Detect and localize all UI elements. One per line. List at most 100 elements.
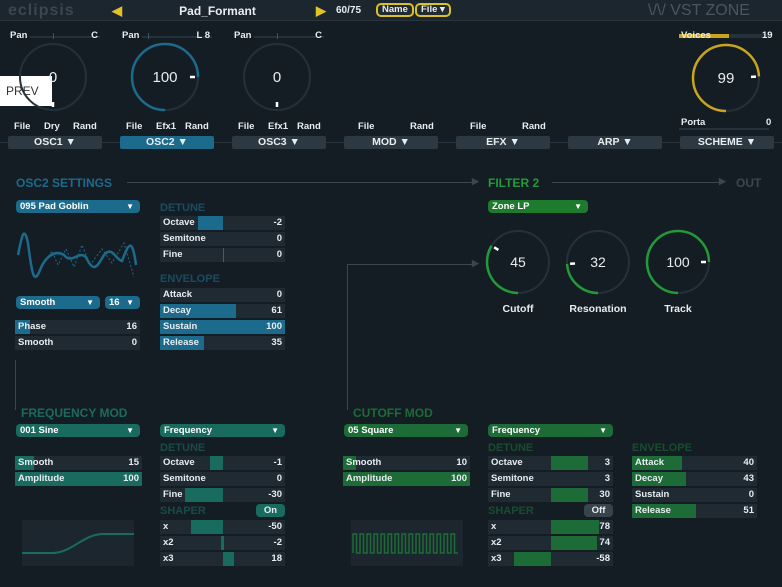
file-button[interactable]: File ▾ xyxy=(415,3,451,17)
osc-waveform-display xyxy=(16,232,138,278)
param-label: x3 xyxy=(491,553,502,564)
osc2-file-button[interactable]: File xyxy=(126,121,143,132)
param-semitone[interactable]: Semitone 3 xyxy=(488,472,613,486)
osc1-dry-button[interactable]: Dry xyxy=(44,121,60,132)
param-x2[interactable]: x2 74 xyxy=(488,536,613,550)
param-semitone[interactable]: Semitone 0 xyxy=(160,472,285,486)
tab-efx[interactable]: EFX ▼ xyxy=(456,136,550,149)
osc1-rand-button[interactable]: Rand xyxy=(73,121,97,132)
filter-type-dropdown[interactable]: Zone LP ▼ xyxy=(488,200,588,213)
param-octave[interactable]: Octave -1 xyxy=(160,456,285,470)
param-smooth[interactable]: Smooth 0 xyxy=(15,336,140,350)
freq-mod-target-dropdown[interactable]: Frequency ▼ xyxy=(160,424,285,437)
tab-osc1[interactable]: OSC1 ▼ xyxy=(8,136,102,149)
porta-slider[interactable] xyxy=(679,128,769,130)
pan-slider[interactable] xyxy=(30,36,100,38)
track-knob[interactable]: 100 xyxy=(643,227,713,297)
osc1-file-button[interactable]: File xyxy=(14,121,31,132)
osc2-efx1-button[interactable]: Efx1 xyxy=(156,121,177,132)
param-release[interactable]: Release 35 xyxy=(160,336,285,350)
param-phase[interactable]: Phase 16 xyxy=(15,320,140,334)
knob-svg[interactable]: 0 xyxy=(237,37,317,117)
knob-ring xyxy=(243,43,311,111)
param-value: 3 xyxy=(604,457,610,468)
param-decay[interactable]: Decay 61 xyxy=(160,304,285,318)
param-attack[interactable]: Attack 40 xyxy=(632,456,757,470)
param-x3[interactable]: x3 18 xyxy=(160,552,285,566)
efx-rand-button[interactable]: Rand xyxy=(522,121,546,132)
osc2-rand-button[interactable]: Rand xyxy=(185,121,209,132)
param-sustain[interactable]: Sustain 100 xyxy=(160,320,285,334)
resonation-knob[interactable]: 32 xyxy=(563,227,633,297)
mod-rand-button[interactable]: Rand xyxy=(410,121,434,132)
signal-line xyxy=(347,264,475,265)
osc-mode-dropdown[interactable]: Smooth ▼ xyxy=(16,296,100,309)
param-fine[interactable]: Fine -30 xyxy=(160,488,285,502)
pan-handle[interactable] xyxy=(148,33,150,39)
voices-slider[interactable] xyxy=(679,34,769,38)
param-x[interactable]: x -50 xyxy=(160,520,285,534)
pan-handle[interactable] xyxy=(277,33,278,39)
voices-knob[interactable]: 99 xyxy=(688,40,764,116)
pan-label: Pan xyxy=(234,30,252,41)
pan-slider[interactable] xyxy=(254,36,324,38)
osc3-efx1-button[interactable]: Efx1 xyxy=(268,121,289,132)
param-release[interactable]: Release 51 xyxy=(632,504,757,518)
cutoff-mod-shaper-toggle[interactable]: Off xyxy=(584,504,613,517)
param-fine[interactable]: Fine 30 xyxy=(488,488,613,502)
logo: eclipsis xyxy=(8,2,75,19)
param-amplitude[interactable]: Amplitude 100 xyxy=(15,472,142,486)
param-value: 30 xyxy=(599,489,610,500)
osc3-rand-button[interactable]: Rand xyxy=(297,121,321,132)
cutoff-mod-shaper-title: SHAPER xyxy=(488,505,534,517)
param-sustain[interactable]: Sustain 0 xyxy=(632,488,757,502)
param-decay[interactable]: Decay 43 xyxy=(632,472,757,486)
prev-preset-icon[interactable]: ◀ xyxy=(112,3,122,18)
tab-osc3[interactable]: OSC3 ▼ xyxy=(232,136,326,149)
filter-title: FILTER 2 xyxy=(488,176,540,190)
param-smooth[interactable]: Smooth 15 xyxy=(15,456,142,470)
param-smooth[interactable]: Smooth 10 xyxy=(343,456,470,470)
pan-label: Pan xyxy=(122,30,140,41)
freq-mod-shaper-toggle[interactable]: On xyxy=(256,504,285,517)
cutoff-knob[interactable]: 45 xyxy=(483,227,553,297)
name-button[interactable]: Name xyxy=(376,3,414,17)
tab-arp[interactable]: ARP ▼ xyxy=(568,136,662,149)
param-amplitude[interactable]: Amplitude 100 xyxy=(343,472,470,486)
center-marker xyxy=(222,536,224,550)
pan-handle[interactable] xyxy=(53,33,54,39)
param-fine[interactable]: Fine 0 xyxy=(160,248,285,262)
freq-mod-wave-dropdown[interactable]: 001 Sine ▼ xyxy=(16,424,140,437)
param-x[interactable]: x 78 xyxy=(488,520,613,534)
cutoff-mod-target-dropdown[interactable]: Frequency ▼ xyxy=(488,424,613,437)
param-semitone[interactable]: Semitone 0 xyxy=(160,232,285,246)
knob-svg[interactable]: 100 xyxy=(125,37,205,117)
tab-osc2[interactable]: OSC2 ▼ xyxy=(120,136,214,149)
next-preset-icon[interactable]: ▶ xyxy=(316,3,326,18)
param-label: Release xyxy=(163,337,199,348)
tab-scheme[interactable]: SCHEME ▼ xyxy=(680,136,774,149)
knob-svg[interactable]: 0 xyxy=(13,37,93,117)
tab-mod[interactable]: MOD ▼ xyxy=(344,136,438,149)
porta-value: 0 xyxy=(766,117,772,128)
param-x2[interactable]: x2 -2 xyxy=(160,536,285,550)
efx-file-button[interactable]: File xyxy=(470,121,487,132)
param-fill xyxy=(343,456,356,470)
param-label: Attack xyxy=(635,457,665,468)
param-octave[interactable]: Octave 3 xyxy=(488,456,613,470)
param-x3[interactable]: x3 -58 xyxy=(488,552,613,566)
voices-label: Voices xyxy=(681,30,711,41)
param-attack[interactable]: Attack 0 xyxy=(160,288,285,302)
osc-steps-dropdown[interactable]: 16 ▼ xyxy=(105,296,140,309)
osc-wave-dropdown[interactable]: 095 Pad Goblin ▼ xyxy=(16,200,140,213)
cutoff-mod-wave-dropdown[interactable]: 05 Square ▼ xyxy=(344,424,468,437)
param-octave[interactable]: Octave -2 xyxy=(160,216,285,230)
preset-name[interactable]: Pad_Formant xyxy=(179,4,256,18)
chevron-down-icon: ▼ xyxy=(271,426,279,435)
mod-file-button[interactable]: File xyxy=(358,121,375,132)
param-label: Fine xyxy=(491,489,511,500)
param-value: 61 xyxy=(271,305,282,316)
pan-slider[interactable] xyxy=(142,36,212,38)
cutoff-mod-detune-title: DETUNE xyxy=(488,442,534,454)
osc3-file-button[interactable]: File xyxy=(238,121,255,132)
